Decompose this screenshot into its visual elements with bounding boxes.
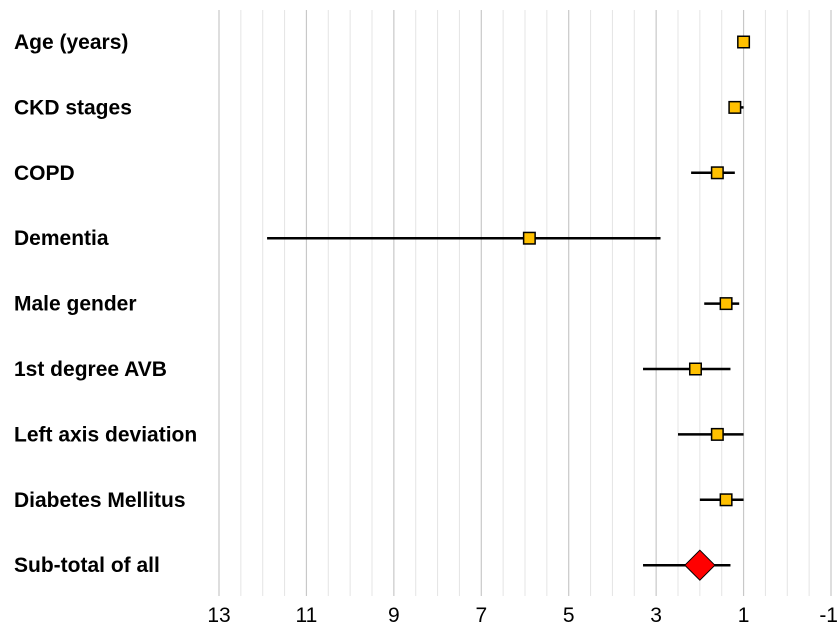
row-label: 1st degree AVB bbox=[14, 358, 167, 381]
x-tick-label: 9 bbox=[388, 604, 400, 627]
x-tick-label: -1 bbox=[819, 604, 838, 627]
point-estimates bbox=[522, 35, 751, 581]
x-tick-label: 3 bbox=[650, 604, 662, 627]
point-estimate-marker bbox=[737, 35, 751, 49]
point-estimate-marker bbox=[710, 427, 724, 441]
row-label: Left axis deviation bbox=[14, 423, 197, 446]
point-estimate-marker bbox=[710, 166, 724, 180]
point-estimate-marker bbox=[688, 362, 702, 376]
row-label: Diabetes Mellitus bbox=[14, 489, 186, 512]
x-tick-label: 1 bbox=[738, 604, 750, 627]
x-tick-label: 5 bbox=[563, 604, 575, 627]
row-label: COPD bbox=[14, 162, 75, 185]
point-estimate-marker bbox=[719, 297, 733, 311]
point-estimate-marker bbox=[728, 100, 742, 114]
grid-lines bbox=[218, 10, 832, 596]
row-label: Male gender bbox=[14, 293, 137, 316]
point-estimate-marker bbox=[522, 231, 536, 245]
summary-diamond-marker bbox=[684, 549, 716, 581]
x-tick-label: 7 bbox=[475, 604, 487, 627]
confidence-intervals bbox=[267, 106, 744, 567]
row-labels: Age (years) CKD stages COPD Dementia Male ge… bbox=[14, 31, 197, 577]
x-tick-label: 11 bbox=[296, 604, 318, 627]
point-estimate-marker bbox=[719, 493, 733, 507]
x-tick-label: 13 bbox=[207, 604, 230, 627]
row-label: Dementia bbox=[14, 227, 109, 250]
row-label: CKD stages bbox=[14, 96, 132, 119]
row-label: Age (years) bbox=[14, 31, 128, 54]
x-axis-tick-labels: 13 11 9 7 5 3 1 -1 bbox=[207, 604, 838, 627]
row-label: Sub-total of all bbox=[14, 554, 160, 577]
